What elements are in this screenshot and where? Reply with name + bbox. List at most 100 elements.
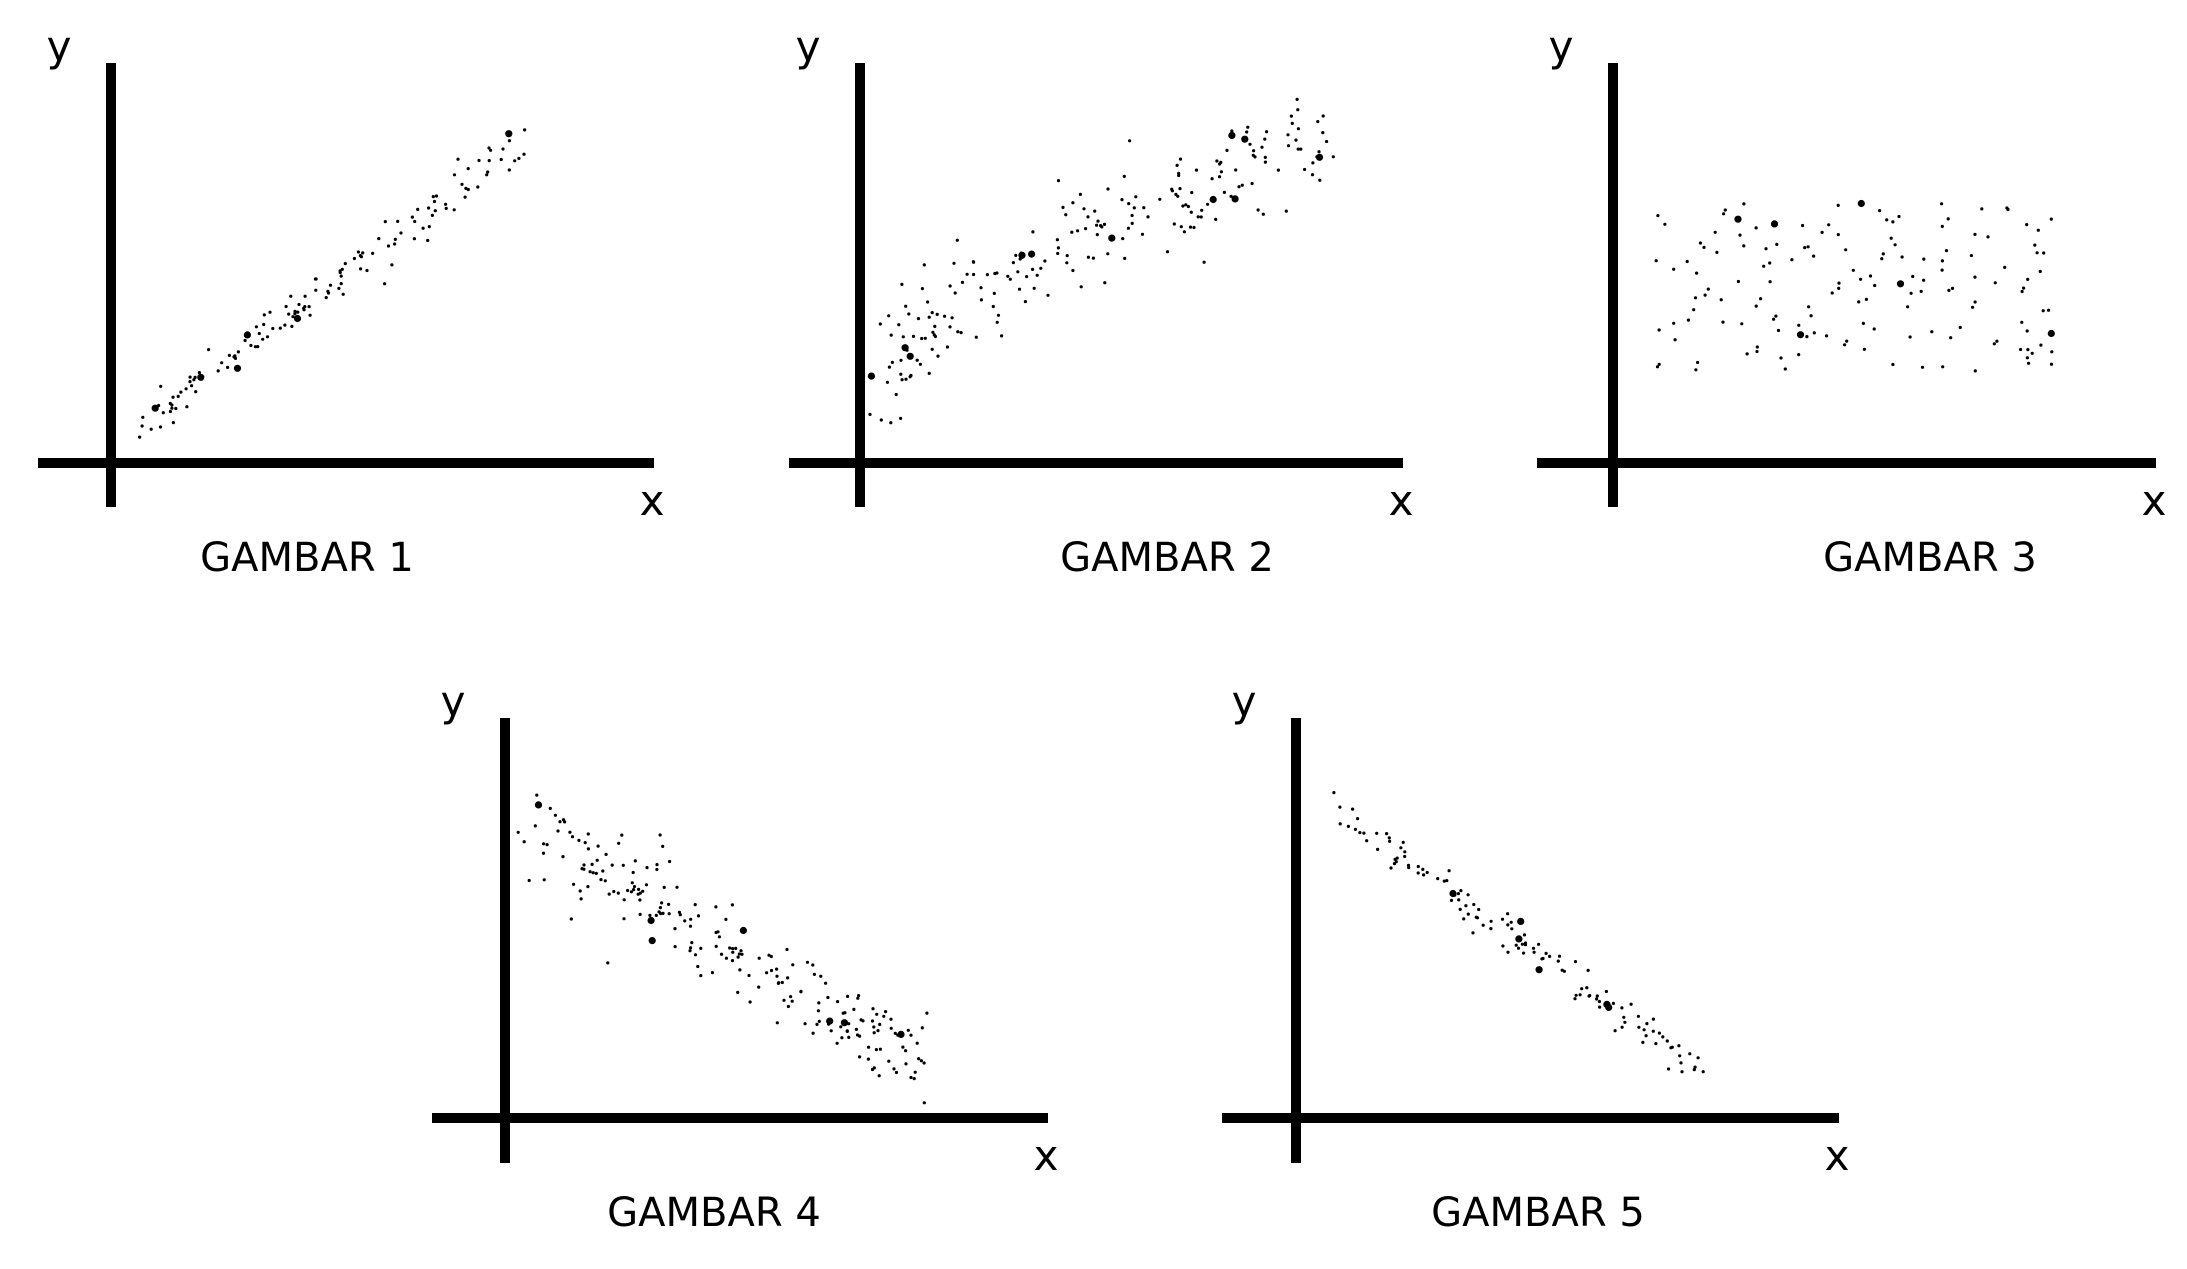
data-point — [1517, 917, 1525, 926]
data-point — [816, 1009, 821, 1013]
data-point — [1065, 254, 1069, 258]
data-point — [1685, 259, 1689, 264]
data-point — [1672, 321, 1676, 325]
data-point — [1837, 286, 1841, 290]
data-point — [632, 888, 636, 892]
data-point — [1316, 120, 1320, 124]
data-point — [1686, 318, 1690, 322]
data-point — [2022, 286, 2026, 290]
data-point — [390, 263, 394, 267]
data-point — [1192, 225, 1196, 230]
data-point — [738, 968, 742, 972]
data-point — [799, 989, 803, 994]
data-point — [1128, 139, 1132, 143]
data-point — [192, 378, 196, 382]
data-point — [158, 425, 163, 429]
data-point — [1189, 210, 1193, 214]
data-point — [894, 392, 898, 397]
data-point — [1881, 252, 1885, 256]
data-point — [717, 935, 722, 939]
data-point — [1046, 293, 1050, 297]
data-point — [1861, 321, 1865, 325]
data-point — [996, 313, 1001, 317]
data-point — [884, 1010, 888, 1014]
data-point — [2050, 350, 2054, 354]
data-point — [1321, 131, 1325, 135]
data-point — [1296, 127, 1300, 131]
data-point — [2027, 361, 2031, 365]
data-point — [854, 1027, 859, 1031]
data-point — [1759, 297, 1763, 301]
data-point — [906, 352, 914, 360]
x-axis-label: x — [2142, 476, 2167, 525]
data-point — [1447, 869, 1451, 873]
data-point — [2019, 347, 2023, 352]
data-point — [599, 878, 603, 882]
data-point — [1265, 130, 1269, 134]
data-point — [590, 862, 594, 867]
data-point — [1623, 1020, 1627, 1024]
data-point — [416, 207, 420, 211]
data-point — [2039, 343, 2043, 347]
data-point — [1199, 215, 1203, 219]
data-point — [487, 159, 491, 163]
data-point — [1775, 242, 1779, 246]
data-point — [1776, 328, 1781, 333]
data-point — [188, 375, 192, 379]
data-point — [1950, 286, 1955, 290]
data-point — [1196, 215, 1200, 219]
panel-3: y x GAMBAR 3 — [1537, 22, 2166, 581]
data-point — [1713, 230, 1717, 234]
data-point — [696, 964, 700, 969]
data-point — [1693, 1065, 1697, 1069]
data-point — [971, 260, 976, 264]
data-point — [960, 280, 965, 284]
data-point — [1537, 942, 1541, 946]
data-point — [220, 361, 224, 365]
data-point — [138, 435, 142, 439]
data-point — [1109, 236, 1114, 240]
data-point — [1146, 215, 1150, 219]
data-point — [1122, 174, 1126, 178]
data-point — [719, 952, 724, 956]
data-point — [1873, 283, 1877, 288]
data-point — [616, 891, 620, 895]
data-point — [2035, 251, 2039, 255]
data-point — [1574, 993, 1578, 997]
data-point — [1039, 266, 1043, 270]
data-point — [930, 347, 934, 351]
data-point — [659, 912, 663, 916]
data-point — [343, 262, 347, 266]
data-point — [1209, 195, 1217, 204]
data-point — [1973, 369, 1977, 373]
data-point — [339, 282, 343, 286]
data-point — [1878, 209, 1882, 213]
data-point — [1696, 1056, 1700, 1060]
data-point — [262, 313, 266, 317]
data-point — [399, 231, 403, 235]
data-point — [1178, 157, 1183, 161]
data-point — [1025, 275, 1029, 279]
data-point — [1595, 994, 1599, 998]
data-point — [1303, 167, 1307, 172]
data-point — [897, 323, 901, 327]
data-point — [867, 372, 876, 380]
panel-title: GAMBAR 5 — [1431, 1190, 1645, 1236]
data-point — [724, 917, 728, 922]
data-point — [1949, 336, 1953, 340]
data-point — [905, 348, 909, 352]
data-point — [1459, 889, 1463, 893]
data-point — [1325, 139, 1329, 144]
data-point — [824, 981, 828, 985]
data-point — [522, 152, 526, 156]
data-point — [1973, 300, 1977, 304]
data-point — [1656, 214, 1660, 218]
data-point — [1698, 241, 1702, 245]
data-point — [1864, 297, 1868, 301]
data-point — [636, 892, 640, 896]
data-point — [1311, 161, 1315, 165]
data-point — [655, 863, 659, 867]
data-point — [1385, 832, 1389, 836]
data-point — [1500, 917, 1505, 921]
